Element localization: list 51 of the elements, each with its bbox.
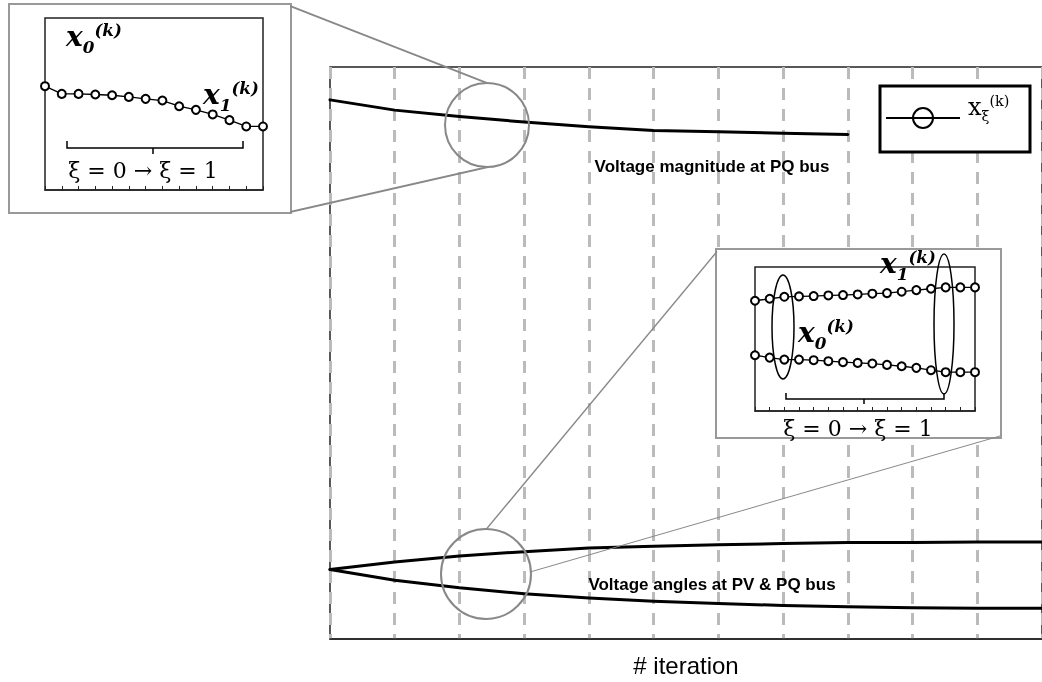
point (926, 365, 936, 376)
point (852, 357, 863, 368)
point (896, 361, 907, 372)
point (190, 104, 201, 115)
point (107, 90, 118, 101)
point (157, 95, 168, 106)
point (867, 288, 878, 299)
annotation: Voltage magnitude at PQ bus (594, 157, 830, 176)
point (955, 282, 966, 293)
point (764, 293, 775, 304)
point (911, 285, 922, 296)
annotation: ξ = 0 → ξ = 1 (68, 158, 218, 183)
point (779, 291, 790, 302)
point (823, 290, 834, 301)
point (174, 101, 185, 112)
point (882, 359, 892, 370)
point (140, 93, 151, 104)
point (764, 352, 775, 363)
point (838, 290, 848, 301)
point (123, 91, 134, 102)
point (940, 367, 951, 378)
point (926, 283, 936, 294)
point (896, 286, 907, 297)
point (794, 291, 804, 302)
point (73, 88, 84, 99)
annotation: ξ = 0 → ξ = 1 (783, 416, 933, 441)
point (808, 291, 819, 302)
point (224, 115, 235, 126)
point (258, 121, 268, 132)
point (750, 295, 760, 306)
point (955, 367, 966, 378)
point (750, 350, 760, 361)
point (823, 356, 834, 367)
point (852, 289, 863, 300)
point (56, 88, 67, 99)
point (808, 355, 819, 366)
point (882, 288, 892, 299)
point (867, 358, 878, 369)
point (838, 357, 848, 368)
point (940, 282, 951, 293)
point (794, 354, 804, 365)
point (207, 109, 218, 120)
point (911, 362, 922, 373)
point (40, 81, 50, 92)
x-axis-title: # iteration (633, 651, 739, 679)
point (90, 89, 101, 100)
point (970, 367, 980, 378)
point (241, 121, 252, 132)
point (970, 282, 980, 293)
point (779, 354, 790, 365)
annotation: Voltage angles at PV & PQ bus (588, 575, 836, 594)
